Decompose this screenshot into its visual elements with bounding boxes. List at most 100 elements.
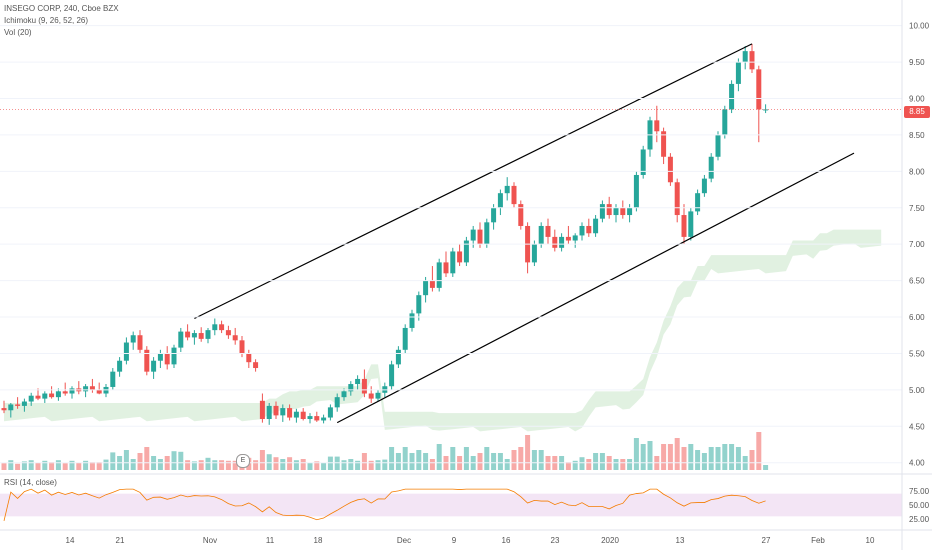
- volume-bar: [450, 447, 456, 470]
- time-tick-label: Dec: [397, 536, 411, 545]
- symbol-legend[interactable]: INSEGO CORP, 240, Cboe BZX: [4, 4, 119, 14]
- volume-bar: [620, 459, 626, 470]
- volume-bar: [334, 456, 340, 470]
- candle-body: [239, 340, 245, 354]
- volume-bar: [382, 459, 388, 470]
- candle-body: [314, 416, 320, 421]
- price-tick-label: 4.00: [909, 459, 925, 468]
- candle-body: [28, 395, 34, 402]
- volume-bar: [321, 462, 327, 470]
- candle-body: [599, 204, 605, 219]
- trend-lines[interactable]: [194, 43, 855, 424]
- time-tick-label: 13: [676, 536, 685, 545]
- volume-bar: [722, 444, 728, 470]
- candle-body: [545, 225, 551, 237]
- volume-bar: [293, 460, 299, 470]
- candle-body: [62, 391, 68, 394]
- candle-body: [579, 225, 585, 236]
- rsi-tick-label: 25.00: [909, 515, 930, 524]
- candle-body: [661, 131, 667, 157]
- volume-bar: [518, 447, 524, 470]
- volume-bar: [633, 438, 639, 470]
- candle-body: [253, 362, 259, 369]
- trend-line[interactable]: [336, 152, 855, 424]
- candle-body: [484, 222, 490, 245]
- time-tick-label: Feb: [811, 536, 825, 545]
- volume-bar: [185, 460, 191, 470]
- candle-body: [164, 353, 170, 365]
- candle-body: [117, 360, 123, 372]
- volume-bar: [715, 447, 721, 470]
- volume-bar: [49, 462, 55, 470]
- time-tick-label: 11: [266, 536, 275, 545]
- candle-body: [69, 388, 75, 394]
- time-tick-label: 10: [866, 536, 875, 545]
- rsi-band: [0, 493, 902, 517]
- candle-body: [674, 182, 680, 216]
- volume-bar: [395, 453, 401, 470]
- time-tick-label: 9: [452, 536, 457, 545]
- candle-body: [348, 384, 354, 392]
- candle-body: [137, 335, 143, 350]
- candle-body: [273, 405, 279, 416]
- volume-bar: [137, 453, 143, 470]
- volume-bar: [355, 460, 361, 470]
- volume-bar: [688, 444, 694, 470]
- volume-bar: [756, 432, 762, 470]
- earnings-marker[interactable]: E: [236, 454, 250, 468]
- volume-bar: [96, 462, 102, 470]
- candle-body: [640, 149, 646, 175]
- volume-bar: [35, 462, 41, 470]
- candle-body: [1, 408, 7, 411]
- candle-body: [96, 389, 102, 394]
- volume-bar: [259, 450, 265, 470]
- trend-line[interactable]: [194, 43, 753, 320]
- candle-body: [531, 244, 537, 263]
- candle-body: [470, 229, 476, 241]
- volume-bar: [511, 450, 517, 470]
- rsi-legend[interactable]: RSI (14, close): [4, 478, 57, 488]
- volume-bar: [572, 460, 578, 470]
- candle-body: [742, 51, 748, 63]
- candle-body: [321, 417, 327, 421]
- time-tick-label: 27: [762, 536, 771, 545]
- candle-body: [708, 156, 714, 179]
- ichimoku-legend[interactable]: Ichimoku (9, 26, 52, 26): [4, 16, 88, 26]
- volume-bar: [253, 460, 259, 470]
- last-price-badge: 8.85: [904, 106, 930, 118]
- candle-body: [293, 411, 299, 418]
- candle-body: [157, 353, 163, 361]
- candle-body: [368, 393, 374, 399]
- volume-bar: [157, 459, 163, 470]
- volume-bar: [171, 451, 177, 470]
- volume-legend[interactable]: Vol (20): [4, 28, 32, 38]
- candle-body: [395, 349, 401, 365]
- volume-bar: [83, 460, 89, 470]
- ichimoku-legend-text: Ichimoku (9, 26, 52, 26): [4, 16, 89, 25]
- candle-body: [171, 347, 177, 365]
- volume-bar: [429, 459, 435, 470]
- candle-body: [123, 342, 129, 361]
- volume-bar: [219, 460, 225, 470]
- volume-bar: [21, 461, 27, 470]
- price-tick-label: 4.50: [909, 422, 925, 431]
- candle-body: [518, 204, 524, 226]
- time-tick-label: Nov: [203, 536, 217, 545]
- time-tick-label: 18: [314, 536, 323, 545]
- volume-bar: [729, 444, 735, 470]
- candle-body: [15, 404, 21, 406]
- rsi-tick-label: 75.00: [909, 487, 930, 496]
- candle-body: [633, 174, 639, 208]
- volume-bar: [191, 461, 197, 470]
- candle-body: [688, 211, 694, 237]
- candle-body: [280, 408, 286, 416]
- candle-body: [89, 386, 95, 390]
- candle-body: [361, 378, 367, 394]
- volume-bar: [287, 457, 293, 470]
- volume-bar: [361, 453, 367, 470]
- candle-body: [225, 330, 231, 336]
- volume-bar: [89, 462, 95, 470]
- candle-body: [729, 83, 735, 110]
